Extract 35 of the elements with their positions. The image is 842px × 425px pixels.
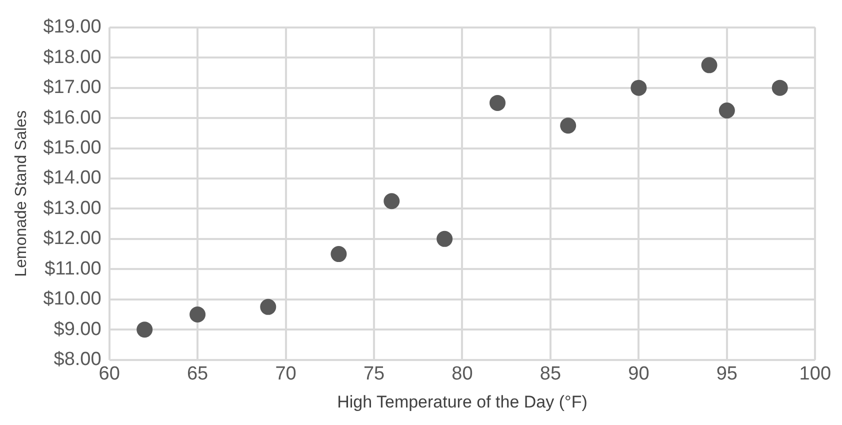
y-tick-label: $9.00 bbox=[54, 318, 102, 340]
x-tick-label: 60 bbox=[98, 363, 120, 384]
x-tick-label: 85 bbox=[540, 363, 562, 384]
x-axis-title: High Temperature of the Day (°F) bbox=[337, 392, 588, 412]
y-tick-label: $16.00 bbox=[43, 107, 102, 128]
y-tick-label: $11.00 bbox=[44, 258, 102, 280]
y-tick-label: $13.00 bbox=[43, 198, 102, 219]
x-tick-label: 65 bbox=[186, 363, 208, 384]
point bbox=[560, 118, 576, 134]
x-tick-label: 100 bbox=[799, 363, 831, 384]
y-tick-label: $8.00 bbox=[54, 349, 102, 370]
x-tick-label: 75 bbox=[363, 363, 385, 384]
y-axis-title: Lemonade Stand Sales bbox=[13, 110, 30, 277]
point bbox=[436, 230, 453, 247]
y-tick-label: $12.00 bbox=[43, 228, 102, 250]
point bbox=[190, 306, 206, 322]
point bbox=[384, 193, 400, 210]
y-tick-label: $18.00 bbox=[43, 46, 102, 68]
y-tick-label: $15.00 bbox=[43, 138, 102, 159]
point bbox=[701, 57, 718, 74]
point bbox=[136, 322, 153, 338]
point bbox=[772, 80, 788, 96]
y-tick-label: $14.00 bbox=[43, 168, 102, 189]
point bbox=[330, 246, 347, 262]
y-tick-label: $17.00 bbox=[43, 77, 102, 98]
point bbox=[630, 80, 647, 96]
x-tick-label: 95 bbox=[716, 363, 738, 384]
x-tick-label: 80 bbox=[452, 363, 473, 384]
point bbox=[260, 298, 276, 315]
y-tick-label: $10.00 bbox=[43, 288, 102, 310]
point bbox=[718, 102, 735, 118]
point bbox=[490, 94, 506, 111]
x-tick-label: 70 bbox=[275, 363, 296, 384]
x-tick-label: 90 bbox=[628, 363, 650, 384]
y-tick-label: $19.00 bbox=[43, 16, 102, 38]
